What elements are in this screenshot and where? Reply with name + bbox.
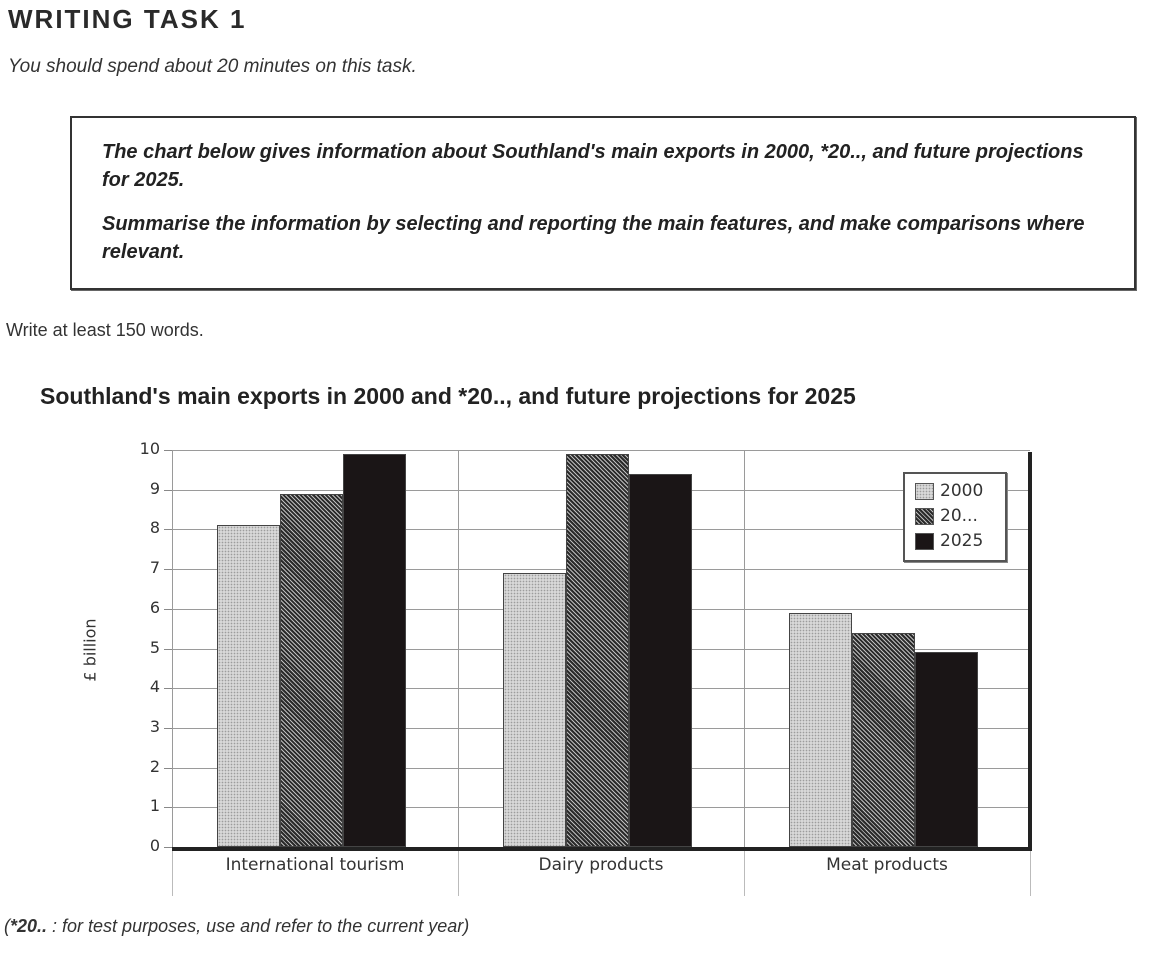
x-category-label: Dairy products <box>538 855 664 875</box>
gridline <box>172 450 1030 451</box>
y-tick-mark <box>164 450 174 451</box>
bar-meat-products-2025 <box>915 652 978 847</box>
chart-title: Southland's main exports in 2000 and *20… <box>40 383 856 409</box>
bar-dairy-products-current-year <box>566 453 629 847</box>
legend-label: 20... <box>940 506 978 526</box>
y-tick-label: 2 <box>149 756 160 776</box>
y-tick-label: 6 <box>149 597 160 617</box>
legend-label: 2000 <box>940 481 984 501</box>
x-category-label: Meat products <box>826 855 948 875</box>
y-tick-label: 5 <box>149 637 160 657</box>
chart-legend: 2000 20... 2025 <box>903 472 1007 562</box>
y-tick-mark <box>164 529 174 531</box>
bar-dairy-products-2000 <box>503 573 566 847</box>
legend-swatch-2000 <box>915 482 934 500</box>
task-time-instruction: You should spend about 20 minutes on thi… <box>8 56 417 77</box>
y-tick-mark <box>164 608 174 610</box>
vertical-gridline <box>458 450 459 847</box>
y-axis-label: £ billion <box>80 618 100 682</box>
plot-area <box>172 450 1030 847</box>
y-tick-mark <box>164 688 174 690</box>
y-tick-mark <box>164 569 174 571</box>
bar-international-tourism-2025 <box>343 453 406 847</box>
y-tick-label: 10 <box>139 439 160 458</box>
task-title: WRITING TASK 1 <box>8 4 247 34</box>
y-tick-label: 3 <box>149 716 160 736</box>
y-tick-label: 1 <box>149 796 160 816</box>
x-category-label: International tourism <box>225 855 405 875</box>
prompt-paragraph-description: The chart below gives information about … <box>102 141 1084 191</box>
y-tick-mark <box>164 767 174 769</box>
y-tick-mark <box>164 648 174 650</box>
y-tick-mark <box>164 807 174 809</box>
x-category-separator <box>172 851 173 896</box>
bar-dairy-products-2025 <box>629 473 692 847</box>
x-category-separator <box>744 851 745 896</box>
legend-label: 2025 <box>940 531 984 551</box>
vertical-gridline <box>172 450 173 847</box>
prompt-paragraph-instruction: Summarise the information by selecting a… <box>102 213 1085 263</box>
legend-item-current-year: 20... <box>915 505 978 527</box>
y-tick-mark <box>164 847 174 848</box>
legend-swatch-current-year <box>915 507 934 525</box>
task-prompt-box: The chart below gives information about … <box>70 116 1136 290</box>
bar-meat-products-2000 <box>789 612 852 847</box>
y-tick-label: 4 <box>149 677 160 697</box>
footnote-paren: ( <box>4 916 10 936</box>
vertical-gridline <box>744 450 745 847</box>
bar-international-tourism-2000 <box>217 525 280 847</box>
bar-international-tourism-current-year <box>280 493 343 847</box>
y-tick-label: 7 <box>149 558 160 578</box>
y-tick-label: 0 <box>149 836 160 855</box>
footnote-marker: *20.. <box>10 916 48 936</box>
legend-item-2025: 2025 <box>915 530 983 552</box>
y-tick-mark <box>164 489 174 491</box>
footnote-text: : for test purposes, use and refer to th… <box>47 916 470 936</box>
bar-meat-products-current-year <box>852 632 915 847</box>
x-category-separator <box>1030 851 1031 896</box>
plot-border-right <box>1028 452 1032 850</box>
footnote: (*20.. : for test purposes, use and refe… <box>4 916 469 937</box>
legend-item-2000: 2000 <box>915 480 983 502</box>
y-tick-mark <box>164 727 174 729</box>
legend-swatch-2025 <box>915 532 934 550</box>
x-axis-line <box>172 847 1032 851</box>
word-count-requirement: Write at least 150 words. <box>6 320 204 340</box>
y-tick-label: 8 <box>149 518 160 538</box>
y-tick-label: 9 <box>149 478 160 498</box>
x-category-separator <box>458 851 459 896</box>
